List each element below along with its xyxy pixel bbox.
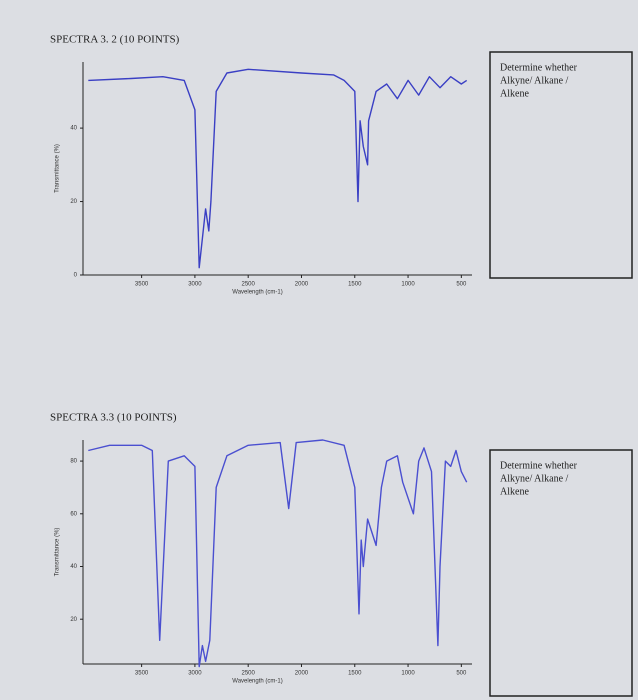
x-axis-label: Wavelength (cm-1) — [232, 290, 282, 296]
spectrum-line — [88, 68, 468, 269]
x-tick-label: 1000 — [401, 671, 415, 677]
prompt-text: Alkene — [500, 88, 529, 99]
x-tick-label: 1500 — [348, 282, 362, 288]
x-tick-label: 2500 — [242, 282, 256, 288]
x-tick-label: 3500 — [135, 282, 149, 288]
chart-title: SPECTRA 3. 2 (10 POINTS) — [50, 34, 180, 46]
chart-title: SPECTRA 3.3 (10 POINTS) — [50, 412, 177, 424]
y-tick-label: 20 — [70, 199, 77, 205]
answer-box — [489, 51, 633, 279]
x-tick-label: 2000 — [295, 282, 309, 288]
y-tick-label: 80 — [70, 459, 77, 465]
prompt-text: Alkene — [500, 486, 529, 497]
x-tick-label: 3000 — [188, 671, 202, 677]
y-tick-label: 0 — [74, 273, 78, 279]
y-tick-label: 20 — [70, 617, 77, 623]
x-tick-label: 2000 — [295, 671, 309, 677]
spectrum-line — [88, 439, 468, 668]
x-tick-label: 1000 — [401, 282, 415, 288]
y-tick-label: 40 — [70, 126, 77, 132]
x-tick-label: 3500 — [135, 671, 149, 677]
y-axis-label: Transmittance (%) — [55, 144, 61, 193]
prompt-text: Alkyne/ Alkane / — [500, 75, 569, 86]
prompt-text: Determine whether — [500, 62, 578, 73]
prompt-text: Alkyne/ Alkane / — [500, 473, 569, 484]
y-tick-label: 40 — [70, 564, 77, 570]
x-tick-label: 500 — [456, 282, 467, 288]
x-tick-label: 2500 — [242, 671, 256, 677]
y-tick-label: 60 — [70, 511, 77, 517]
x-axis-label: Wavelength (cm-1) — [232, 679, 282, 685]
y-axis-label: Transmittance (%) — [55, 528, 61, 577]
answer-box — [489, 449, 633, 697]
x-tick-label: 3000 — [188, 282, 202, 288]
prompt-text: Determine whether — [500, 460, 578, 471]
x-tick-label: 500 — [456, 671, 467, 677]
x-tick-label: 1500 — [348, 671, 362, 677]
